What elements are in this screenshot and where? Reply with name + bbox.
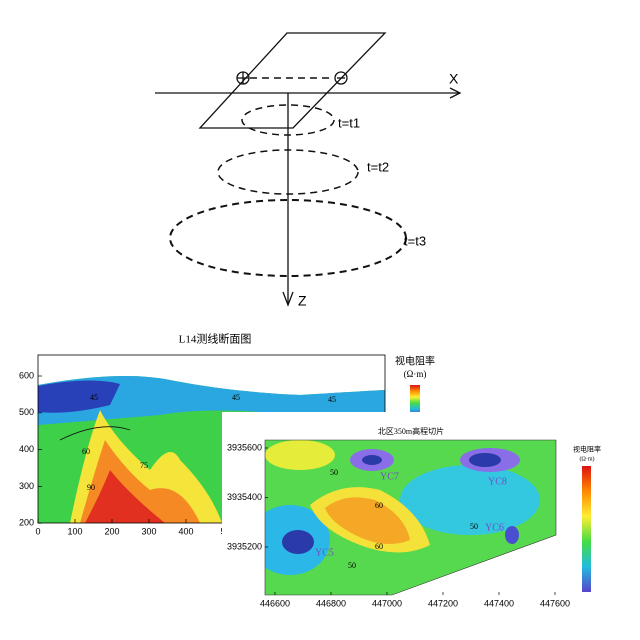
contour-label: 45 bbox=[90, 393, 98, 402]
slice-plot: 北区350m高程切片 3935600 3935400 3935200 446600 44… bbox=[222, 412, 602, 622]
x-tick-label: 447200 bbox=[428, 598, 458, 608]
slice-contours bbox=[265, 440, 556, 595]
x-tick-label: 200 bbox=[104, 526, 119, 536]
loop bbox=[198, 32, 387, 129]
contour-label: 60 bbox=[82, 447, 90, 456]
legend-unit: (Ω·m) bbox=[579, 455, 594, 462]
current-ring-2 bbox=[217, 149, 359, 195]
x-tick-label: 300 bbox=[141, 526, 156, 536]
slice-title: 北区350m高程切片 bbox=[378, 426, 444, 436]
contour-label: 45 bbox=[232, 393, 240, 402]
section-title: L14测线断面图 bbox=[179, 332, 252, 346]
y-tick-label: 3935400 bbox=[227, 492, 262, 502]
x-tick-label: 447000 bbox=[372, 598, 402, 608]
x-tick-label: 446600 bbox=[260, 598, 290, 608]
legend-unit: (Ω·m) bbox=[404, 369, 427, 379]
contour-label: 45 bbox=[328, 395, 336, 404]
x-arrow bbox=[449, 87, 462, 99]
x-tick-label: 446800 bbox=[316, 598, 346, 608]
x-label: X bbox=[449, 71, 459, 87]
slice-frame bbox=[264, 439, 557, 596]
y-tick-label: 3935600 bbox=[227, 442, 262, 452]
y-tick-label: 600 bbox=[19, 370, 34, 380]
y-tick-label: 3935200 bbox=[227, 541, 262, 551]
x-tick-label: 400 bbox=[178, 526, 193, 536]
contour-label: 50 bbox=[330, 468, 338, 477]
tem-diagram: X Z t=t1 t=t2 t=t3 bbox=[155, 32, 462, 309]
y-tick-label: 200 bbox=[19, 518, 34, 528]
y-tick-label: 300 bbox=[19, 481, 34, 491]
anomaly-label: YC8 bbox=[488, 476, 507, 487]
contour-label: 60 bbox=[375, 501, 383, 510]
z-label: Z bbox=[298, 293, 307, 309]
legend-title: 视电阻率 bbox=[573, 445, 601, 454]
current-ring-1 bbox=[241, 104, 335, 136]
negative-electrode bbox=[334, 71, 348, 85]
contour-label: 75 bbox=[140, 461, 148, 470]
contour-label: 50 bbox=[348, 561, 356, 570]
contour-label: 50 bbox=[470, 522, 478, 531]
colorbar bbox=[410, 385, 420, 415]
x-tick-label: 447600 bbox=[540, 598, 570, 608]
current-ring-3 bbox=[169, 199, 407, 277]
plus-sign bbox=[237, 72, 249, 84]
time-label: t=t1 bbox=[338, 115, 360, 130]
contour-label: 60 bbox=[375, 542, 383, 551]
x-tick-label: 0 bbox=[35, 526, 40, 536]
anomaly-label: YC6 bbox=[485, 522, 504, 533]
x-tick-label: 100 bbox=[67, 526, 82, 536]
time-label: t=t3 bbox=[404, 233, 426, 248]
x-tick-label: 447400 bbox=[484, 598, 514, 608]
z-arrow bbox=[282, 291, 294, 307]
contour-label: 90 bbox=[87, 483, 95, 492]
legend-title: 视电阻率 bbox=[395, 354, 435, 367]
y-tick-label: 400 bbox=[19, 444, 34, 454]
colorbar bbox=[582, 466, 591, 592]
anomaly-label: YC7 bbox=[380, 471, 399, 482]
anomaly-label: YC5 bbox=[315, 547, 334, 558]
time-label: t=t2 bbox=[367, 159, 389, 174]
y-tick-label: 500 bbox=[19, 407, 34, 417]
